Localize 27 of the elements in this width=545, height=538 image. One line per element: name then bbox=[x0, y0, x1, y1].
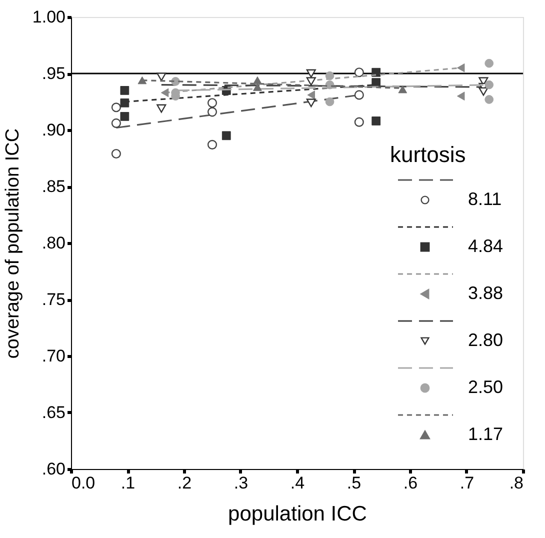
y-tick-label: .95 bbox=[42, 64, 66, 83]
legend-label: 4.84 bbox=[468, 236, 504, 256]
y-tick-label: .70 bbox=[42, 346, 66, 366]
x-tick-label: .6 bbox=[403, 474, 418, 492]
y-tick-label: .90 bbox=[42, 120, 66, 140]
legend-label: 2.80 bbox=[468, 330, 504, 350]
x-tick-label: .1 bbox=[120, 474, 136, 492]
y-tick-label: .80 bbox=[42, 234, 66, 252]
y-tick-label: 1.00 bbox=[32, 8, 66, 26]
x-tick-label: .7 bbox=[460, 474, 474, 492]
x-tick-label: .8 bbox=[509, 474, 524, 492]
y-tick-label: .65 bbox=[42, 403, 66, 422]
x-tick-label: .2 bbox=[177, 474, 192, 492]
x-tick-label: .5 bbox=[346, 474, 362, 492]
y-tick-label: .75 bbox=[42, 290, 66, 309]
x-tick-label: 0.0 bbox=[72, 474, 96, 492]
y-axis-title: coverage of population ICC bbox=[2, 128, 24, 359]
y-tick-label: .60 bbox=[42, 460, 66, 478]
legend-title: kurtosis bbox=[390, 142, 466, 167]
legend-label: 8.11 bbox=[468, 189, 502, 209]
x-tick-label: .3 bbox=[234, 474, 248, 492]
legend-label: 1.17 bbox=[468, 424, 504, 444]
y-tick-label: .85 bbox=[42, 177, 66, 196]
legend-label: 2.50 bbox=[468, 377, 504, 397]
legend-label: 3.88 bbox=[468, 283, 504, 303]
x-tick-label: .4 bbox=[290, 474, 305, 492]
x-axis-title: population ICC bbox=[228, 502, 367, 526]
